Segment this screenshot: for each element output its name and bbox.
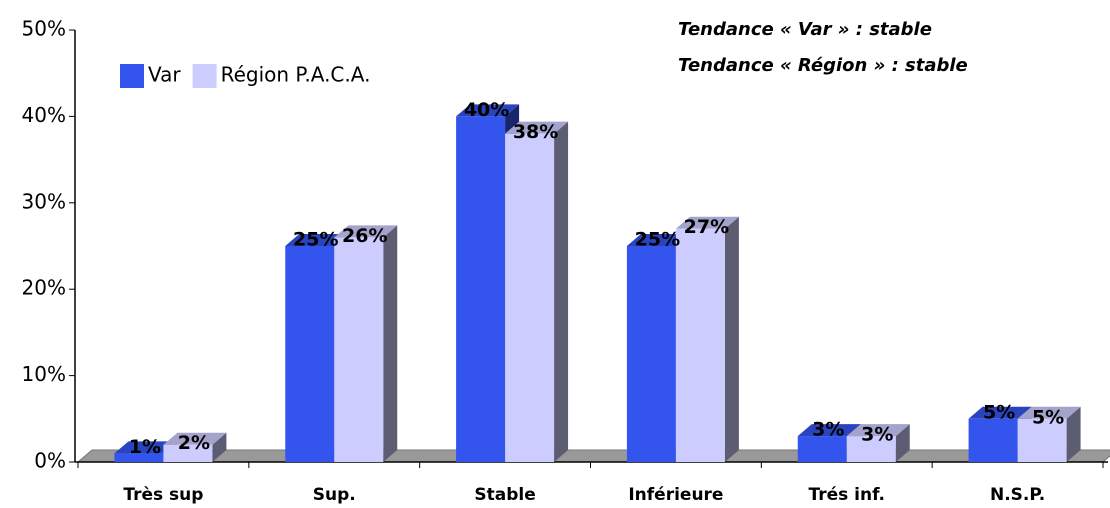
bar (163, 444, 213, 462)
value-label: 1% (129, 436, 161, 458)
y-tick-label: 40% (22, 103, 66, 127)
bar (626, 246, 676, 462)
bar (334, 237, 384, 462)
legend-swatch (192, 64, 217, 88)
bar (114, 453, 164, 462)
value-label: 5% (983, 401, 1015, 423)
bar-top (163, 432, 227, 445)
value-label: 5% (1032, 406, 1064, 428)
bar-top (1017, 406, 1081, 419)
x-tick-label: Trés inf. (808, 485, 885, 505)
bar (797, 436, 847, 462)
value-label: 40% (464, 99, 509, 121)
value-label: 27% (684, 216, 729, 238)
bar-top (846, 424, 910, 437)
bar-top (456, 104, 520, 117)
bar (285, 246, 335, 462)
value-label: 38% (513, 121, 558, 143)
bar-side (554, 121, 569, 463)
x-tick-label: Inférieure (628, 485, 723, 505)
bar (846, 436, 896, 462)
legend-label: Région P.A.C.A. (221, 63, 371, 87)
y-tick-label: 30% (22, 189, 66, 213)
bar (456, 116, 506, 463)
bar (675, 228, 725, 462)
bar-top (114, 441, 178, 454)
value-label: 25% (293, 229, 338, 251)
y-tick-label: 20% (22, 276, 66, 300)
annotation: Tendance « Région » : stable (678, 55, 968, 76)
bar-top (626, 234, 690, 246)
bar (505, 133, 555, 462)
bar-top (797, 424, 861, 437)
value-label: 25% (635, 229, 680, 251)
value-label: 26% (342, 225, 387, 247)
x-tick-label: Stable (474, 485, 535, 505)
bar-side (383, 225, 398, 462)
annotation: Tendance « Var » : stable (678, 19, 932, 40)
y-tick-label: 50% (22, 17, 66, 41)
y-tick-label: 10% (22, 362, 66, 386)
legend-swatch (120, 64, 144, 88)
bar-top (505, 121, 569, 134)
bar-side (1066, 406, 1081, 462)
value-label: 2% (178, 432, 210, 454)
x-tick-label: Sup. (313, 485, 356, 505)
bar-side (212, 432, 227, 462)
bar-top (334, 225, 398, 238)
value-label: 3% (861, 424, 893, 446)
x-tick-label: Très sup (123, 485, 203, 505)
bar-top (968, 406, 1032, 419)
y-tick-label: 0% (34, 449, 66, 473)
x-tick-label: N.S.P. (990, 485, 1045, 505)
legend-label: Var (148, 63, 181, 87)
floor (76, 449, 1110, 463)
bar (968, 418, 1018, 462)
bar-side (895, 424, 910, 462)
bar-side (724, 216, 739, 462)
bar-top (675, 216, 739, 229)
value-label: 3% (812, 419, 844, 441)
bar-top (285, 234, 349, 246)
bar (1017, 418, 1067, 462)
